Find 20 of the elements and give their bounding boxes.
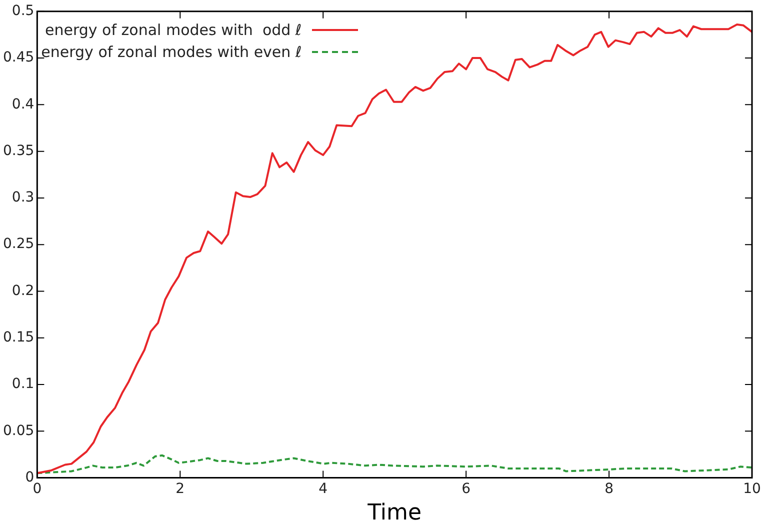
x-tick-label: 6 bbox=[462, 480, 471, 497]
y-tick-label: 0.1 bbox=[12, 376, 34, 392]
y-tick-label: 0.45 bbox=[3, 50, 34, 66]
y-tick-label: 0.5 bbox=[12, 3, 34, 20]
y-tick-label: 0.3 bbox=[12, 190, 34, 206]
x-tick-label: 2 bbox=[176, 480, 185, 497]
y-tick-label: 0.05 bbox=[3, 422, 34, 439]
y-tick-label: 0.15 bbox=[3, 330, 34, 346]
x-tick-label: 10 bbox=[743, 480, 761, 497]
x-tick-label: 4 bbox=[318, 480, 328, 497]
x-axis-title: Time bbox=[366, 500, 422, 526]
y-tick-label: 0.4 bbox=[12, 96, 34, 112]
y-tick-label: 0 bbox=[25, 469, 34, 486]
x-tick-label: 8 bbox=[604, 480, 614, 497]
legend-label: energy of zonal modes with even ℓ bbox=[41, 43, 302, 62]
y-tick-label: 0.25 bbox=[3, 236, 34, 252]
y-tick-label: 0.2 bbox=[12, 282, 34, 299]
y-tick-label: 0.35 bbox=[3, 142, 34, 159]
legend-label: energy of zonal modes with odd ℓ bbox=[45, 21, 302, 40]
line-series bbox=[37, 454, 752, 474]
